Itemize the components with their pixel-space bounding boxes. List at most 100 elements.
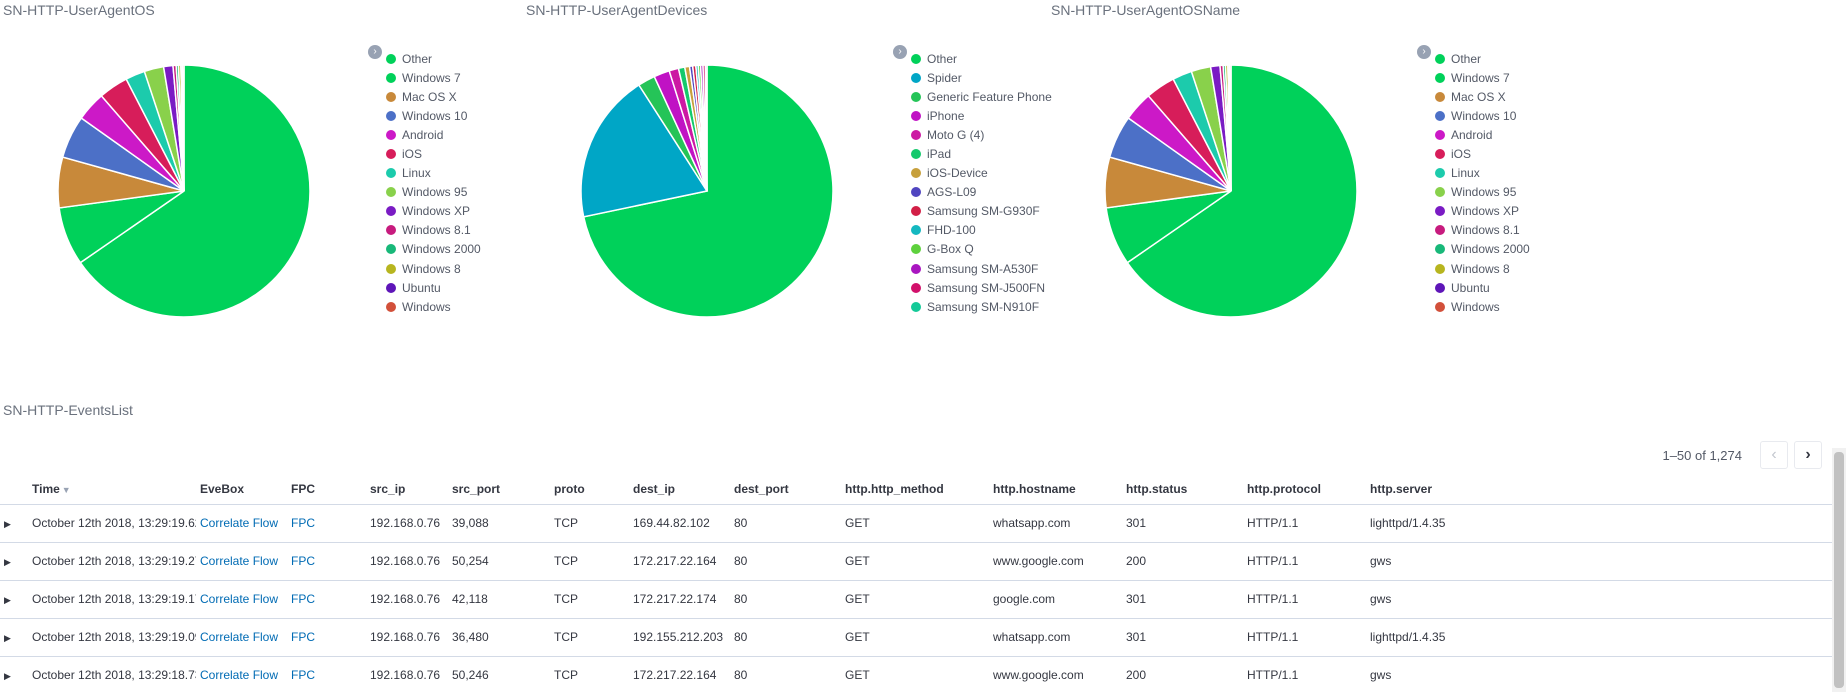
chevron-right-icon[interactable]: ›: [368, 45, 382, 59]
legend-item[interactable]: Android: [386, 125, 481, 144]
fpc-link[interactable]: FPC: [291, 554, 315, 568]
table-cell-evebox[interactable]: Correlate Flow: [196, 580, 287, 619]
legend-item[interactable]: Windows 95: [1435, 183, 1530, 202]
legend-item[interactable]: Windows: [1435, 297, 1530, 316]
sort-descending-icon[interactable]: ▼: [61, 484, 71, 495]
pie-slice-spider[interactable]: [580, 83, 709, 218]
legend-item[interactable]: Samsung SM-N910F: [911, 297, 1052, 316]
legend-item[interactable]: Mac OS X: [1435, 87, 1530, 106]
legend-item[interactable]: iPhone: [911, 106, 1052, 125]
legend-item[interactable]: Windows XP: [386, 202, 481, 221]
column-header-http-protocol[interactable]: http.protocol: [1243, 474, 1366, 505]
table-cell-evebox[interactable]: Correlate Flow: [196, 504, 287, 543]
legend-item[interactable]: Linux: [1435, 164, 1530, 183]
column-header-dest-port[interactable]: dest_port: [730, 474, 841, 505]
legend-item[interactable]: Mac OS X: [386, 87, 481, 106]
legend-item[interactable]: Windows 10: [386, 106, 481, 125]
legend-item[interactable]: Windows 8.1: [1435, 221, 1530, 240]
legend-item[interactable]: Samsung SM-J500FN: [911, 278, 1052, 297]
column-header-src-ip[interactable]: src_ip: [366, 474, 448, 505]
legend-item[interactable]: Windows 8.1: [386, 221, 481, 240]
table-cell-evebox[interactable]: Correlate Flow: [196, 542, 287, 581]
table-cell-fpc[interactable]: FPC: [287, 618, 366, 657]
legend-item[interactable]: Windows 7: [1435, 68, 1530, 87]
legend-item[interactable]: Samsung SM-A530F: [911, 259, 1052, 278]
legend-item[interactable]: Windows XP: [1435, 202, 1530, 221]
legend-item[interactable]: iPad: [911, 144, 1052, 163]
fpc-link[interactable]: FPC: [291, 668, 315, 682]
legend-item[interactable]: Android: [1435, 125, 1530, 144]
column-header-proto[interactable]: proto: [550, 474, 629, 505]
column-header-time[interactable]: Time ▼: [28, 474, 196, 505]
legend-item[interactable]: Windows 10: [1435, 106, 1530, 125]
fpc-link[interactable]: FPC: [291, 630, 315, 644]
legend-item[interactable]: iOS-Device: [911, 164, 1052, 183]
table-cell-fpc[interactable]: FPC: [287, 542, 366, 581]
expand-row-cell[interactable]: ▶: [0, 618, 28, 657]
legend-item[interactable]: Ubuntu: [386, 278, 481, 297]
legend-item[interactable]: Windows 8: [1435, 259, 1530, 278]
legend-item[interactable]: AGS-L09: [911, 183, 1052, 202]
column-header-http-status[interactable]: http.status: [1122, 474, 1243, 505]
legend-item[interactable]: Windows 95: [386, 183, 481, 202]
expand-row-cell[interactable]: ▶: [0, 580, 28, 619]
legend-item[interactable]: Moto G (4): [911, 125, 1052, 144]
legend-item[interactable]: Windows 2000: [1435, 240, 1530, 259]
legend-item[interactable]: iOS: [1435, 144, 1530, 163]
expand-row-cell[interactable]: ▶: [0, 542, 28, 581]
column-header-dest-ip[interactable]: dest_ip: [629, 474, 730, 505]
legend-item[interactable]: FHD-100: [911, 221, 1052, 240]
legend-item[interactable]: Windows 7: [386, 68, 481, 87]
expand-row-icon[interactable]: ▶: [4, 671, 11, 681]
column-header-http-http-method[interactable]: http.http_method: [841, 474, 989, 505]
correlate-flow-link[interactable]: Correlate Flow: [200, 630, 279, 644]
correlate-flow-link[interactable]: Correlate Flow: [200, 516, 279, 530]
expand-row-icon[interactable]: ▶: [4, 595, 11, 605]
correlate-flow-link[interactable]: Correlate Flow: [200, 592, 279, 606]
column-header-evebox[interactable]: EveBox: [196, 474, 287, 505]
pie-slice-samsung-sm-n910f[interactable]: [704, 64, 708, 192]
column-header-http-hostname[interactable]: http.hostname: [989, 474, 1122, 505]
table-cell-fpc[interactable]: FPC: [287, 580, 366, 619]
previous-page-button[interactable]: ‹: [1760, 441, 1788, 469]
pie-slice-windows[interactable]: [1228, 64, 1232, 192]
expand-row-cell[interactable]: ▶: [0, 656, 28, 692]
legend-item[interactable]: iOS: [386, 144, 481, 163]
legend-item[interactable]: Windows 2000: [386, 240, 481, 259]
legend-item[interactable]: Spider: [911, 68, 1052, 87]
legend-item[interactable]: Other: [1435, 49, 1530, 68]
chevron-right-icon[interactable]: ›: [893, 45, 907, 59]
table-cell-fpc[interactable]: FPC: [287, 504, 366, 543]
scrollbar-thumb[interactable]: [1834, 452, 1844, 688]
table-cell-fpc[interactable]: FPC: [287, 656, 366, 692]
vertical-scrollbar[interactable]: [1832, 448, 1846, 692]
next-page-button[interactable]: ›: [1794, 441, 1822, 469]
fpc-link[interactable]: FPC: [291, 592, 315, 606]
legend-item[interactable]: Other: [386, 49, 481, 68]
chevron-right-icon[interactable]: ›: [1417, 45, 1431, 59]
legend-item[interactable]: Generic Feature Phone: [911, 87, 1052, 106]
pie-slice-other[interactable]: [1126, 64, 1358, 318]
correlate-flow-link[interactable]: Correlate Flow: [200, 554, 279, 568]
legend-item[interactable]: Samsung SM-G930F: [911, 202, 1052, 221]
pie-slice-other[interactable]: [582, 64, 834, 318]
fpc-link[interactable]: FPC: [291, 516, 315, 530]
legend-item[interactable]: Other: [911, 49, 1052, 68]
table-cell-evebox[interactable]: Correlate Flow: [196, 618, 287, 657]
legend-item[interactable]: G-Box Q: [911, 240, 1052, 259]
correlate-flow-link[interactable]: Correlate Flow: [200, 668, 279, 682]
column-header-http-server[interactable]: http.server: [1366, 474, 1832, 505]
legend-item[interactable]: Linux: [386, 164, 481, 183]
column-header-src-port[interactable]: src_port: [448, 474, 550, 505]
legend-item[interactable]: Ubuntu: [1435, 278, 1530, 297]
legend-item[interactable]: Windows 8: [386, 259, 481, 278]
expand-row-icon[interactable]: ▶: [4, 519, 11, 529]
table-cell-evebox[interactable]: Correlate Flow: [196, 656, 287, 692]
pie-slice-windows[interactable]: [181, 64, 185, 192]
expand-row-cell[interactable]: ▶: [0, 504, 28, 543]
column-header-fpc[interactable]: FPC: [287, 474, 366, 505]
expand-row-icon[interactable]: ▶: [4, 633, 11, 643]
legend-item[interactable]: Windows: [386, 297, 481, 316]
expand-row-icon[interactable]: ▶: [4, 557, 11, 567]
pie-slice-other[interactable]: [79, 64, 311, 318]
